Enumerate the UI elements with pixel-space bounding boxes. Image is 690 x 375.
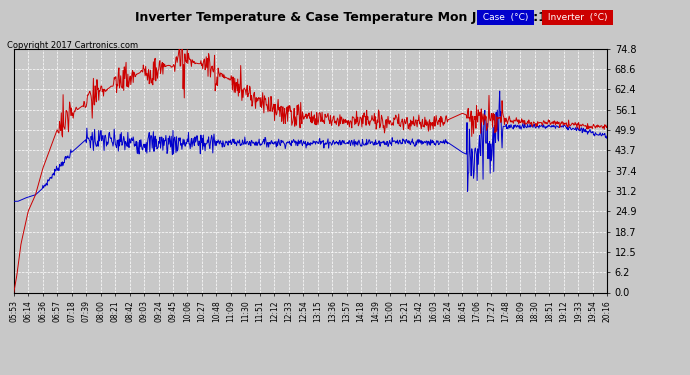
Text: Inverter Temperature & Case Temperature Mon Jul 24 20:16: Inverter Temperature & Case Temperature …	[135, 11, 555, 24]
Text: Case  (°C): Case (°C)	[480, 13, 531, 22]
Text: Inverter  (°C): Inverter (°C)	[545, 13, 611, 22]
Text: Copyright 2017 Cartronics.com: Copyright 2017 Cartronics.com	[7, 41, 138, 50]
